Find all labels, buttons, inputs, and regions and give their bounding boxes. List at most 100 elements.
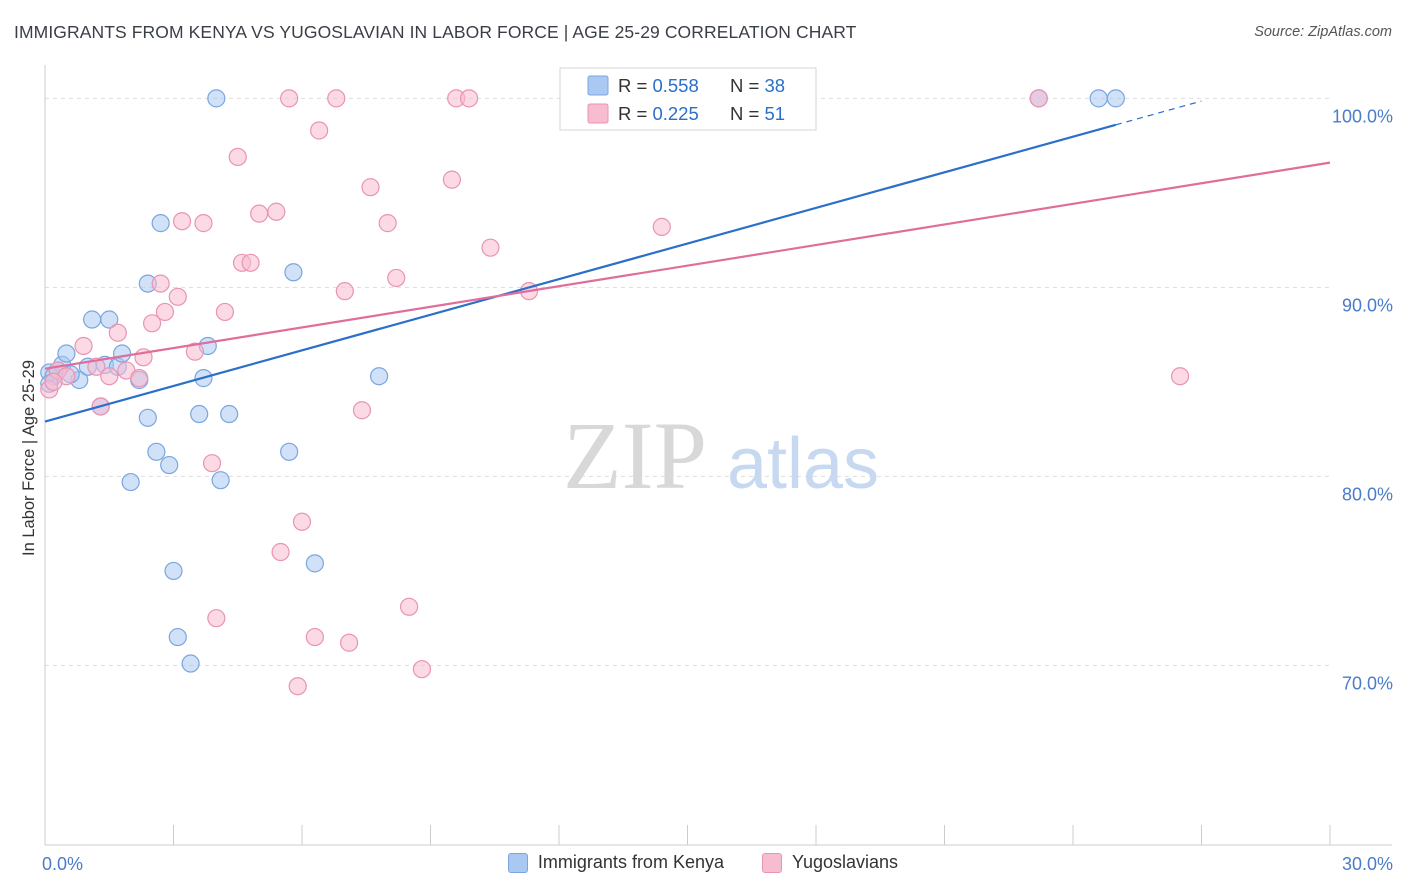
legend-n-value-yugo: 51 — [764, 103, 785, 124]
y-axis-label: In Labor Force | Age 25-29 — [20, 360, 38, 556]
point-yugo-18 — [202, 454, 222, 473]
legend-label-kenya: Immigrants from Kenya — [537, 852, 724, 872]
point-yugo-43 — [459, 89, 479, 108]
point-yugo-40 — [412, 660, 432, 679]
legend-item-yugoslavians: Yugoslavians — [761, 852, 899, 873]
point-yugo-13 — [155, 302, 175, 322]
point-yugo-14 — [168, 287, 187, 306]
point-kenya-17 — [164, 561, 183, 581]
watermark-zip: ZIP — [563, 402, 707, 509]
point-yugo-19 — [207, 609, 226, 628]
trend-line-kenya — [44, 123, 1117, 423]
legend-swatch-kenya — [587, 75, 609, 96]
point-yugo-46 — [652, 217, 671, 236]
point-yugo-4 — [87, 357, 106, 376]
point-kenya-29 — [370, 367, 389, 386]
point-kenya-27 — [284, 263, 303, 282]
svg-text:N = 38: N = 38 — [730, 75, 785, 96]
y-tick-label-3: 70.0% — [1342, 673, 1393, 693]
watermark-atlas: atlas — [727, 424, 879, 504]
point-yugo-27 — [280, 89, 299, 108]
point-kenya-25 — [220, 404, 239, 424]
legend-n-value-kenya: 38 — [764, 75, 785, 96]
legend-r-label-yugo: R = — [618, 103, 652, 124]
chart-title: IMMIGRANTS FROM KENYA VS YUGOSLAVIAN IN … — [14, 22, 857, 42]
grid-lines — [45, 97, 1330, 666]
axes — [44, 65, 1392, 846]
point-kenya-31 — [1089, 89, 1108, 108]
point-yugo-32 — [327, 89, 346, 108]
point-kenya-37 — [121, 472, 140, 492]
point-yugo-50 — [44, 372, 63, 391]
point-kenya-14 — [147, 442, 166, 461]
point-yugo-37 — [378, 214, 397, 233]
point-yugo-23 — [241, 253, 260, 272]
chart-source: Source: ZipAtlas.com — [1254, 24, 1392, 40]
series-legend: Immigrants from Kenya Yugoslavians — [0, 852, 1406, 873]
point-kenya-23 — [207, 89, 226, 108]
point-kenya-3 — [57, 344, 76, 363]
point-yugo-17 — [194, 214, 213, 233]
point-yugo-3 — [74, 336, 93, 356]
legend-swatch-yugo — [587, 103, 609, 124]
point-yugo-16 — [185, 342, 205, 361]
point-yugo-48 — [1029, 89, 1048, 108]
point-yugo-49 — [1170, 367, 1190, 386]
point-yugo-31 — [310, 121, 329, 140]
point-yugo-26 — [271, 542, 290, 562]
y-tick-label-2: 80.0% — [1342, 484, 1393, 504]
point-kenya-32 — [1106, 89, 1125, 108]
point-kenya-19 — [181, 654, 200, 673]
point-yugo-24 — [250, 204, 269, 223]
point-kenya-18 — [168, 627, 187, 647]
legend-n-label-yugo: N = — [730, 103, 764, 124]
point-yugo-12 — [151, 274, 170, 293]
legend-swatch-yugoslavians — [761, 852, 782, 873]
point-kenya-20 — [190, 404, 209, 424]
y-tick-label-0: 100.0% — [1332, 106, 1393, 126]
svg-text:R = 0.225: R = 0.225 — [618, 103, 699, 124]
point-yugo-15 — [172, 212, 192, 231]
point-yugo-34 — [340, 633, 359, 652]
point-yugo-30 — [305, 627, 324, 647]
point-yugo-25 — [267, 202, 286, 221]
x-tick-label-1: 30.0% — [1342, 854, 1393, 874]
legend-item-kenya: Immigrants from Kenya — [507, 852, 724, 873]
point-yugo-33 — [335, 282, 354, 301]
point-kenya-28 — [305, 554, 324, 573]
trend-line-kenya-extension — [1115, 100, 1202, 126]
point-yugo-41 — [442, 170, 462, 189]
legend-r-value-yugo: 0.225 — [652, 103, 698, 124]
svg-text:N = 51: N = 51 — [730, 103, 785, 124]
point-yugo-39 — [399, 597, 419, 616]
point-yugo-35 — [352, 401, 372, 420]
point-kenya-16 — [160, 455, 179, 475]
legend-label-yugoslavians: Yugoslavians — [791, 852, 899, 872]
legend-swatch-kenya — [507, 852, 528, 873]
legend-r-value-kenya: 0.558 — [652, 75, 698, 96]
point-kenya-26 — [280, 442, 299, 461]
point-yugo-29 — [292, 512, 312, 531]
svg-text:R = 0.558: R = 0.558 — [618, 75, 699, 96]
watermark: ZIP atlas — [563, 402, 879, 509]
trend-line-yugoslavians — [44, 161, 1331, 370]
point-yugo-11 — [142, 314, 162, 333]
point-yugo-20 — [215, 302, 234, 322]
point-yugo-9 — [130, 369, 149, 388]
point-yugo-7 — [108, 323, 127, 342]
legend-n-label-kenya: N = — [730, 75, 764, 96]
point-kenya-6 — [83, 310, 102, 329]
data-points — [40, 89, 1190, 696]
point-kenya-24 — [211, 471, 230, 490]
point-yugo-21 — [228, 147, 247, 167]
trend-lines — [44, 100, 1331, 423]
point-yugo-6 — [100, 367, 119, 386]
tick-labels: 100.0% 90.0% 80.0% 70.0% 0.0% 30.0% — [42, 106, 1393, 874]
point-yugo-44 — [481, 238, 500, 257]
point-kenya-10 — [112, 344, 132, 363]
point-kenya-8 — [100, 310, 119, 329]
y-tick-label-1: 90.0% — [1342, 295, 1393, 315]
x-tick-label-0: 0.0% — [42, 854, 83, 874]
point-yugo-36 — [361, 178, 380, 197]
